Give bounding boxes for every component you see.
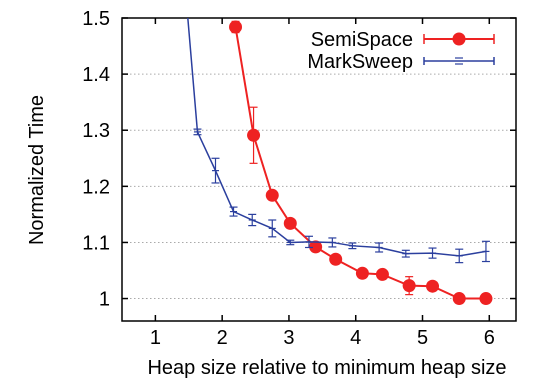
legend: SemiSpace MarkSweep xyxy=(307,29,495,73)
y-tick-label: 1.1 xyxy=(82,232,110,254)
x-tick-label: 3 xyxy=(283,327,294,349)
y-tick-label: 1.2 xyxy=(82,176,110,198)
axis-ticks: 1 1.1 1.2 1.3 1.4 1.5 1 2 3 4 5 6 xyxy=(82,8,516,349)
x-tick-label: 6 xyxy=(484,327,495,349)
x-axis-label: Heap size relative to minimum heap size xyxy=(147,357,506,379)
data-point xyxy=(309,240,323,254)
data-point xyxy=(265,188,279,202)
data-point xyxy=(329,252,343,266)
x-tick-label: 2 xyxy=(217,327,228,349)
legend-swatch-marksweep xyxy=(423,57,495,65)
legend-label-semispace: SemiSpace xyxy=(311,29,413,51)
legend-label-marksweep: MarkSweep xyxy=(307,51,413,73)
data-point xyxy=(283,216,297,230)
data-point xyxy=(479,292,493,306)
series-marksweep xyxy=(187,18,490,264)
data-point xyxy=(375,267,389,281)
plot-frame xyxy=(121,17,517,322)
series-semispace xyxy=(229,20,493,306)
series-layer xyxy=(187,18,493,306)
y-tick-label: 1.4 xyxy=(82,64,110,86)
data-point xyxy=(426,279,440,293)
y-axis-label: Normalized Time xyxy=(26,95,48,245)
x-tick-label: 4 xyxy=(350,327,361,349)
data-point xyxy=(355,266,369,280)
y-tick-label: 1 xyxy=(99,289,110,311)
x-tick-label: 1 xyxy=(150,327,161,349)
x-tick-label: 5 xyxy=(417,327,428,349)
y-tick-label: 1.3 xyxy=(82,120,110,142)
legend-swatch-semispace xyxy=(423,32,495,46)
data-point xyxy=(402,279,416,293)
data-point xyxy=(229,20,243,34)
data-point xyxy=(452,292,466,306)
y-tick-label: 1.5 xyxy=(82,8,110,30)
data-point xyxy=(247,128,261,142)
